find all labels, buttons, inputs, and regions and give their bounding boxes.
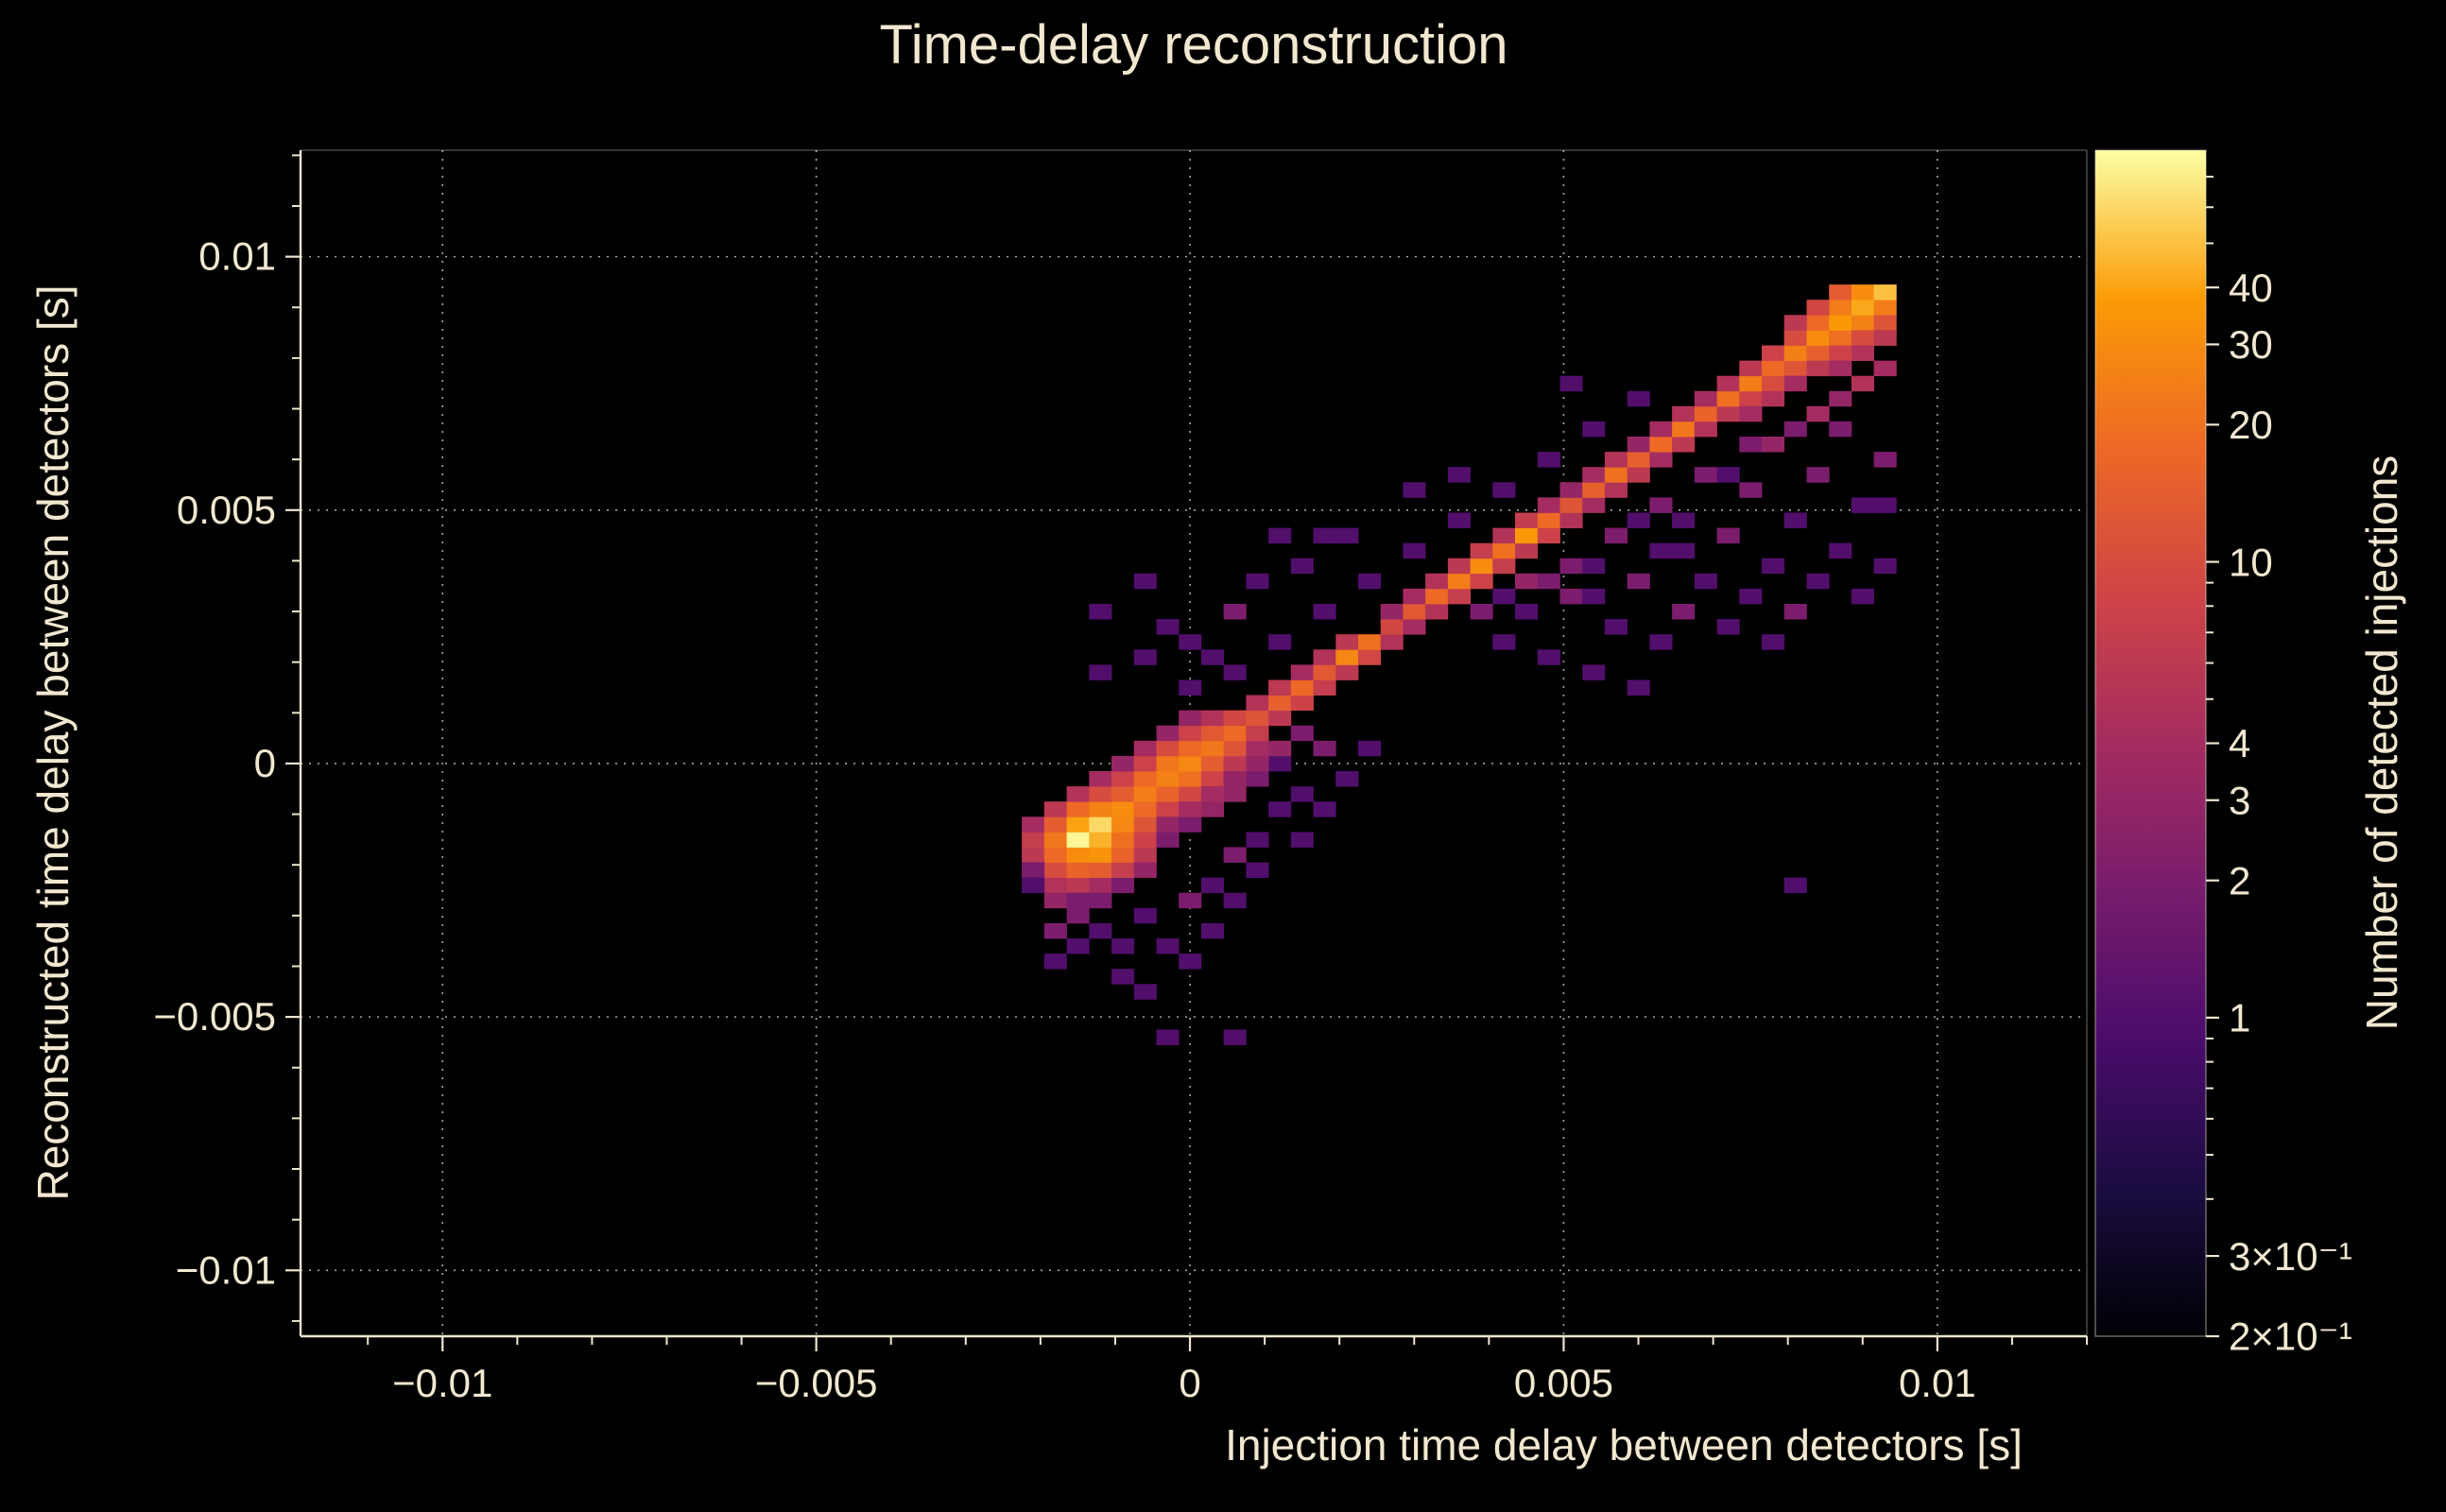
y-tick-label: 0.005	[177, 488, 276, 532]
colorbar-tick-label: 3	[2229, 778, 2250, 822]
axis-ticks: −0.01 −0.005 0 0.005 0.01 0.01 0.005 0 −0.005 −0.…	[153, 154, 2088, 1405]
x-tick-label: −0.005	[755, 1361, 878, 1405]
colorbar-tick-label: 2	[2229, 858, 2250, 902]
x-tick-label: 0.005	[1514, 1361, 1613, 1405]
axes-spines	[299, 149, 2088, 1338]
colorbar-tick-label: 10	[2229, 540, 2273, 584]
colorbar-tick-label: 40	[2229, 266, 2273, 310]
y-tick-label: −0.01	[176, 1247, 276, 1292]
colorbar-tick-label: 3×10⁻¹	[2229, 1234, 2352, 1279]
x-tick-label: 0	[1179, 1361, 1200, 1405]
colorbar-gradient	[2095, 150, 2206, 1336]
x-axis-label: Injection time delay between detectors […	[1225, 1420, 2023, 1469]
chart-title: Time-delay reconstruction	[879, 14, 1508, 76]
colorbar-tick-label: 2×10⁻¹	[2229, 1314, 2352, 1359]
colorbar: 40 30 20 10 4 3 2 1 3×10⁻¹ 2×10⁻¹	[2094, 149, 2352, 1359]
colorbar-tick-label: 30	[2229, 322, 2273, 367]
y-tick-label: 0.01	[198, 234, 276, 279]
colorbar-tick-label: 1	[2229, 996, 2250, 1040]
x-tick-label: −0.01	[392, 1361, 492, 1405]
x-tick-label: 0.01	[1899, 1361, 1976, 1405]
heatmap-bins	[1022, 284, 1897, 1045]
colorbar-tick-label: 20	[2229, 403, 2273, 447]
y-tick-label: 0	[254, 741, 276, 785]
y-tick-label: −0.005	[153, 994, 276, 1039]
colorbar-tick-label: 4	[2229, 721, 2250, 765]
